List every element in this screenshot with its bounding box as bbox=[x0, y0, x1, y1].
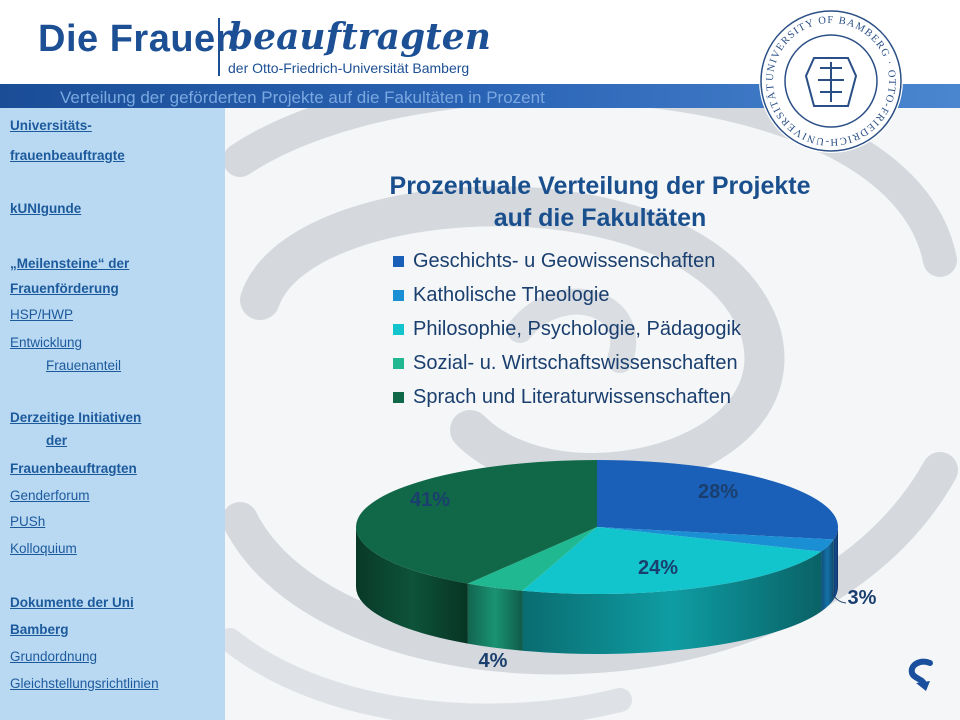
sidebar-link-kunigunde[interactable]: kUNIgunde bbox=[10, 201, 82, 216]
pie-tops bbox=[356, 460, 839, 594]
sidebar-link-initiativen-3[interactable]: Frauenbeauftragten bbox=[10, 461, 137, 476]
chart-title-line-1: Prozentuale Verteilung der Projekte bbox=[389, 172, 811, 200]
data-label: 4% bbox=[479, 650, 508, 672]
sidebar-link-frauenanteil[interactable]: Frauenanteil bbox=[46, 358, 122, 373]
data-label: 3% bbox=[848, 587, 877, 609]
chart-title: Prozentuale Verteilung der Projekte auf … bbox=[300, 170, 900, 234]
sidebar-link-initiativen-1[interactable]: Derzeitige Initiativen bbox=[10, 410, 142, 425]
sidebar-link-meilensteine-1[interactable]: „Meilensteine“ der bbox=[10, 256, 130, 271]
pie-slice bbox=[597, 527, 834, 552]
return-arrow-icon[interactable] bbox=[900, 655, 940, 695]
sidebar-link-initiativen-2[interactable]: der bbox=[46, 433, 68, 448]
legend-label: Sozial- u. Wirtschaftswissenschaften bbox=[413, 352, 738, 374]
university-seal-icon: UNIVERSITY OF BAMBERG · OTTO-FRIEDRICH-U… bbox=[756, 6, 903, 153]
pie-slice-side bbox=[522, 551, 822, 654]
pie-labels: 28% 3% 24% 4% 41% bbox=[410, 481, 877, 672]
sidebar-link-genderforum[interactable]: Genderforum bbox=[10, 488, 90, 503]
pie-slice-side bbox=[821, 539, 834, 612]
sidebar-link-dokumente-1[interactable]: Dokumente der Uni bbox=[10, 595, 134, 610]
legend-label: Geschichts- u Geowissenschaften bbox=[413, 250, 716, 272]
data-label: 28% bbox=[698, 481, 738, 503]
legend-swatch bbox=[393, 358, 404, 369]
sidebar-link-push[interactable]: PUSh bbox=[10, 514, 46, 529]
logo-divider bbox=[218, 18, 220, 76]
sidebar-link-dokumente-2[interactable]: Bamberg bbox=[10, 622, 69, 637]
data-label: 24% bbox=[638, 557, 678, 579]
sidebar-link-gleichstellungsrichtlinien[interactable]: Gleichstellungsrichtlinien bbox=[10, 676, 159, 691]
sidebar-link-frauenbeauftragte-2[interactable]: frauenbeauftragte bbox=[10, 148, 125, 163]
legend-label: Sprach und Literaturwissenschaften bbox=[413, 386, 731, 408]
legend-swatch bbox=[393, 392, 404, 403]
pie-slice-side bbox=[833, 527, 838, 600]
sidebar-link-frauenbeauftragte-1[interactable]: Universitäts- bbox=[10, 118, 92, 133]
pie-slice bbox=[597, 460, 839, 540]
sidebar-link-kolloquium[interactable]: Kolloquium bbox=[10, 541, 77, 556]
logo-main-text: Die Frauen bbox=[38, 18, 240, 60]
logo-script-text: beauftragten bbox=[228, 16, 491, 58]
page-title: Verteilung der geförderten Projekte auf … bbox=[60, 88, 545, 107]
pie-slice bbox=[467, 527, 597, 591]
legend-swatch bbox=[393, 256, 404, 267]
logo-subtitle: der Otto-Friedrich-Universität Bamberg bbox=[228, 60, 470, 76]
pie-slice-side bbox=[467, 583, 523, 651]
pie-slice bbox=[356, 460, 597, 584]
sidebar-nav bbox=[0, 108, 225, 720]
data-label: 41% bbox=[410, 489, 450, 511]
sidebar-link-grundordnung[interactable]: Grundordnung bbox=[10, 649, 98, 664]
legend-label: Philosophie, Psychologie, Pädagogik bbox=[413, 318, 741, 340]
legend-swatch bbox=[393, 324, 404, 335]
chart-title-line-2: auf die Fakultäten bbox=[493, 204, 707, 232]
legend-label: Katholische Theologie bbox=[413, 284, 610, 306]
pie-sides bbox=[356, 527, 838, 654]
sidebar-link-entwicklung[interactable]: Entwicklung bbox=[10, 335, 83, 350]
sidebar-link-meilensteine-2[interactable]: Frauenförderung bbox=[10, 281, 119, 296]
sidebar-link-hsp-hwp[interactable]: HSP/HWP bbox=[10, 307, 74, 322]
legend-swatch bbox=[393, 290, 404, 301]
pie-slice bbox=[522, 527, 822, 594]
leader-line bbox=[831, 591, 847, 604]
pie-slice-side bbox=[356, 527, 468, 644]
